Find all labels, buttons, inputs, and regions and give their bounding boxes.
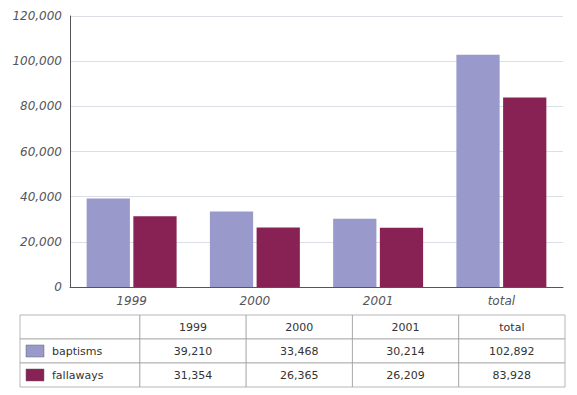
svg-text:2000: 2000 [240,294,271,308]
svg-text:100,000: 100,000 [12,54,62,68]
svg-text:1999: 1999 [179,321,207,334]
svg-text:31,354: 31,354 [174,369,213,382]
svg-text:30,214: 30,214 [386,345,425,358]
svg-text:80,000: 80,000 [20,99,62,113]
svg-text:total: total [488,294,516,308]
svg-text:26,209: 26,209 [386,369,425,382]
svg-text:60,000: 60,000 [20,145,62,159]
svg-text:2000: 2000 [285,321,313,334]
svg-text:2001: 2001 [363,294,394,308]
svg-text:120,000: 120,000 [12,9,62,23]
svg-text:baptisms: baptisms [52,345,103,358]
svg-text:total: total [499,321,524,334]
svg-text:40,000: 40,000 [20,190,62,204]
svg-text:0: 0 [54,280,62,294]
svg-text:fallaways: fallaways [52,369,104,382]
svg-text:26,365: 26,365 [280,369,319,382]
svg-text:1999: 1999 [116,294,147,308]
svg-text:39,210: 39,210 [174,345,213,358]
svg-text:102,892: 102,892 [489,345,535,358]
svg-text:20,000: 20,000 [20,235,62,249]
svg-text:33,468: 33,468 [280,345,319,358]
svg-text:2001: 2001 [392,321,420,334]
svg-text:83,928: 83,928 [493,369,532,382]
